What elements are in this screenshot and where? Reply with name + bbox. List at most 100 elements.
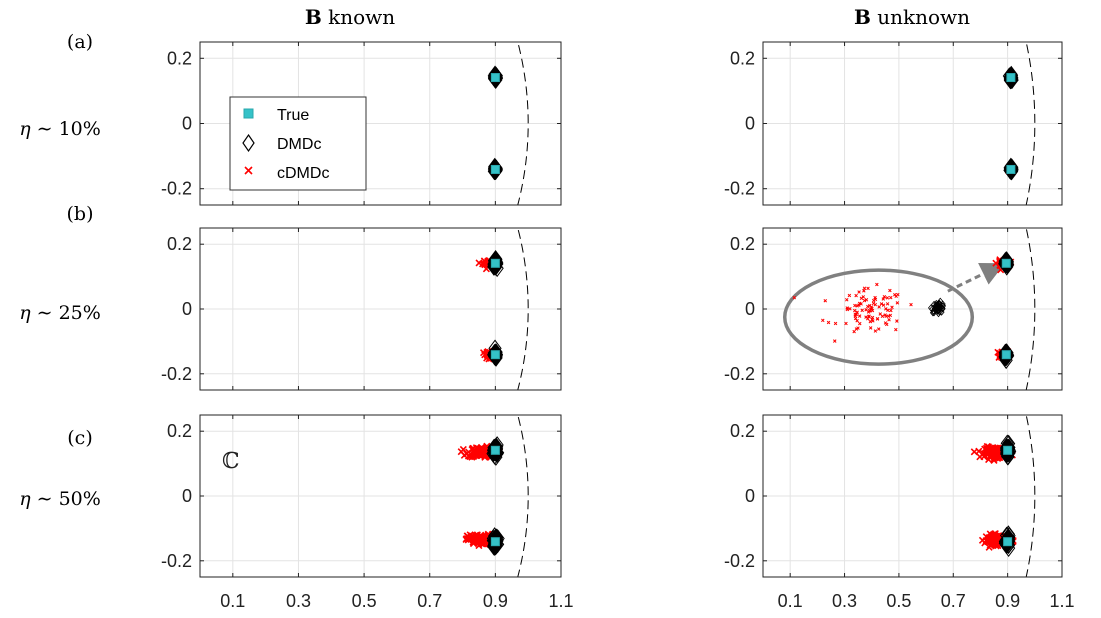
cdmdc-point (856, 326, 860, 330)
unit-circle (1025, 415, 1036, 577)
cdmdc-point (877, 305, 881, 309)
cdmdc-point (884, 314, 888, 318)
cdmdc-point (476, 448, 484, 456)
cdmdc-point (860, 308, 864, 313)
plot-c-unknown: 0.2 0 -0.2 0.1 0.3 0.5 0.7 0.9 1.1 (724, 414, 1075, 611)
cdmdc-point (478, 540, 486, 548)
plot-b-known: 0.2 0 -0.2 (161, 227, 562, 391)
cdmdc-point (993, 536, 1001, 544)
dmdc-point (934, 306, 941, 314)
legend-label-dmdc: DMDc (277, 136, 321, 153)
legend-marker-dmdc (242, 133, 255, 153)
cdmdc-point (985, 453, 993, 461)
y-tick-label: -0.2 (724, 364, 755, 384)
y-tick-label: 0.2 (730, 421, 755, 441)
cdmdc-point (873, 302, 878, 307)
cdmdc-point (463, 532, 471, 540)
legend: True DMDc cDMDc (229, 96, 367, 191)
cdmdc-point (887, 318, 891, 322)
cdmdc-point (875, 282, 879, 287)
cdmdc-point (876, 327, 881, 331)
true-eigenvalue-point (490, 73, 500, 83)
cdmdc-point (875, 317, 880, 321)
cdmdc-point (853, 316, 858, 321)
y-tick-label: 0.2 (167, 421, 192, 441)
x-tick-label: 0.7 (417, 591, 442, 611)
cdmdc-point (858, 321, 862, 326)
legend-marker-true (243, 108, 254, 119)
cdmdc-point (864, 307, 868, 312)
cdmdc-point (873, 295, 877, 300)
unit-circle (517, 228, 529, 390)
cdmdc-point (833, 321, 838, 326)
cdmdc-point (894, 294, 898, 298)
cdmdc-point (852, 329, 856, 334)
panel-label-c: (c) (67, 427, 92, 449)
cdmdc-point (870, 317, 874, 322)
cdmdc-point (879, 302, 884, 306)
cdmdc-point (821, 318, 825, 323)
y-tick-label: 0.2 (730, 234, 755, 254)
dmdc-point (935, 310, 942, 318)
dmdc-point (488, 438, 503, 457)
x-tick-label: 0.9 (995, 591, 1020, 611)
cdmdc-point (857, 314, 862, 318)
y-tick-label: -0.2 (161, 551, 192, 571)
dmdc-point (489, 343, 503, 361)
cdmdc-point (866, 286, 870, 291)
true-eigenvalue-point (490, 537, 500, 547)
x-tick-label: 0.9 (483, 591, 508, 611)
cdmdc-point (884, 322, 889, 327)
cdmdc-point (889, 308, 893, 313)
y-tick-label: 0 (182, 299, 192, 319)
cdmdc-point (888, 313, 893, 318)
cdmdc-point (844, 321, 848, 326)
cdmdc-point (867, 314, 871, 318)
cdmdc-point (862, 298, 867, 303)
y-tick-label: 0.2 (730, 48, 755, 68)
row-label-25: η ∼ 25% (19, 302, 101, 324)
cdmdc-point (882, 294, 887, 299)
plot-b-unknown: 0.2 0 -0.2 (724, 227, 1063, 391)
dmdc-point (1005, 158, 1019, 177)
panel-label-b: (b) (67, 203, 94, 225)
cdmdc-point (895, 319, 899, 323)
column-title-unknown: B unknown (854, 5, 970, 29)
true-eigenvalue-point (1001, 258, 1011, 268)
y-tick-label: 0.2 (167, 48, 192, 68)
cdmdc-point (855, 304, 859, 308)
cdmdc-point (459, 445, 467, 454)
dmdc-point (488, 65, 502, 84)
complex-plane-symbol: ℂ (222, 449, 240, 474)
panel-label-a: (a) (67, 31, 93, 53)
y-tick-label: 0 (182, 486, 192, 506)
column-title-known: B known (305, 5, 395, 29)
y-tick-label: -0.2 (161, 179, 192, 199)
true-eigenvalue-point (490, 258, 500, 268)
cdmdc-point (857, 290, 861, 294)
unit-circle (1025, 42, 1036, 205)
cdmdc-point (881, 297, 886, 301)
cdmdc-point (847, 293, 852, 298)
plot-c-known: 0.2 0 -0.2 0.1 0.3 0.5 0.7 0.9 1.1 (161, 414, 574, 611)
x-tick-label: 0.7 (941, 591, 966, 611)
x-tick-label: 0.1 (778, 591, 803, 611)
cdmdc-point (870, 306, 874, 311)
cdmdc-point (994, 449, 1002, 457)
cdmdc-point (885, 296, 890, 300)
cdmdc-point (857, 301, 862, 306)
cdmdc-point (862, 289, 866, 293)
cdmdc-point (845, 306, 849, 310)
cdmdc-point (833, 339, 837, 343)
cdmdc-point (895, 301, 900, 305)
legend-marker-cdmdc (244, 166, 253, 175)
legend-label-cdmdc: cDMDc (277, 165, 329, 182)
x-tick-label: 1.1 (548, 591, 573, 611)
cdmdc-point (826, 320, 831, 325)
cdmdc-point (889, 295, 893, 300)
y-tick-label: 0 (745, 114, 755, 134)
row-label-10: η ∼ 10% (19, 118, 101, 140)
true-eigenvalue-point (1006, 73, 1016, 83)
x-tick-label: 0.5 (886, 591, 911, 611)
